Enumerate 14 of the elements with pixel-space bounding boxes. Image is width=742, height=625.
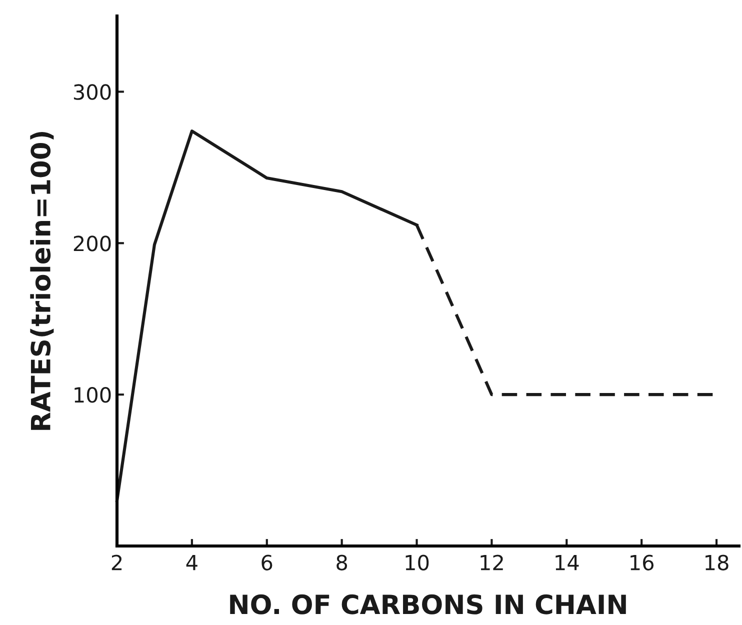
y-tick-label: 100 — [74, 387, 111, 403]
x-tick-label: 18 — [706, 554, 728, 570]
y-axis-title: RATES(triolein=100) — [30, 132, 54, 430]
y-tick-label: 300 — [74, 84, 111, 100]
x-tick-label: 10 — [406, 554, 429, 570]
x-tick-label: 14 — [556, 554, 579, 570]
x-tick-label: 2 — [112, 554, 122, 570]
y-tick-label: 200 — [74, 236, 111, 252]
x-axis-title: NO. OF CARBONS IN CHAIN — [230, 594, 626, 614]
x-tick-label: 12 — [480, 554, 503, 570]
x-tick-label: 8 — [336, 554, 348, 570]
x-tick-label: 6 — [262, 554, 272, 570]
x-tick-label: 16 — [630, 554, 654, 570]
x-tick-label: 4 — [186, 554, 198, 570]
